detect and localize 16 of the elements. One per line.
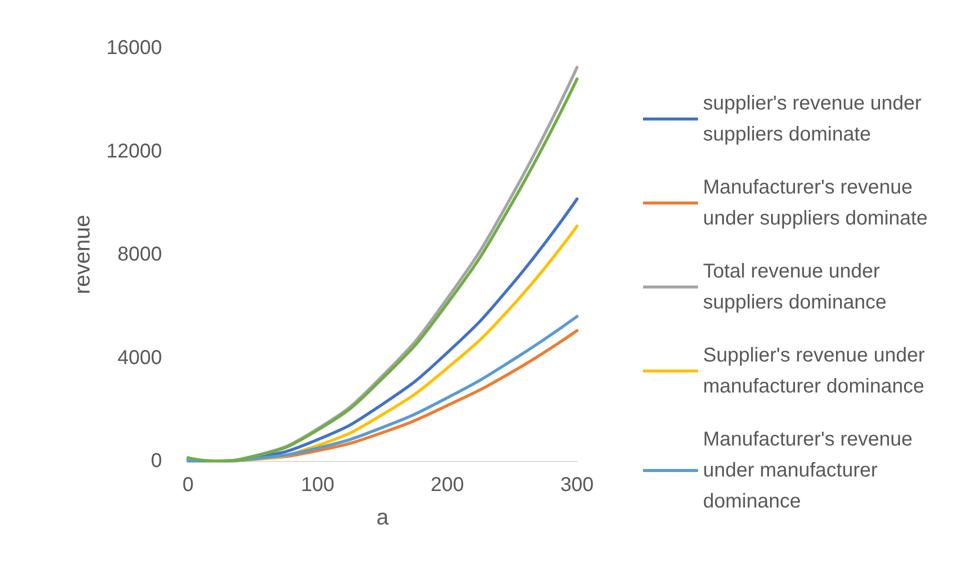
legend-label: Supplier's revenue under manufacturer dominance [703, 344, 930, 398]
x-tick-label: 0 [182, 474, 194, 496]
legend-label: supplier's revenue under suppliers dominate [703, 92, 927, 146]
y-tick-label: 4000 [118, 346, 162, 369]
y-tick-label: 0 [150, 450, 162, 472]
x-tick-label: 300 [560, 474, 594, 496]
legend-label: Total revenue under suppliers dominance [703, 260, 886, 314]
y-tick-label: 12000 [106, 140, 162, 162]
x-axis-title: a [376, 504, 390, 530]
legend-label: Manufacturer's revenue under suppliers dominate [703, 176, 928, 230]
y-tick-label: 8000 [118, 244, 162, 266]
x-tick-label: 200 [430, 474, 464, 496]
x-tick-label: 100 [300, 474, 334, 496]
legend-label: Manufacturer's revenue under manufacturer dominance [703, 428, 918, 512]
y-tick-label: 16000 [106, 37, 162, 59]
y-axis-title: revenue [70, 214, 94, 294]
